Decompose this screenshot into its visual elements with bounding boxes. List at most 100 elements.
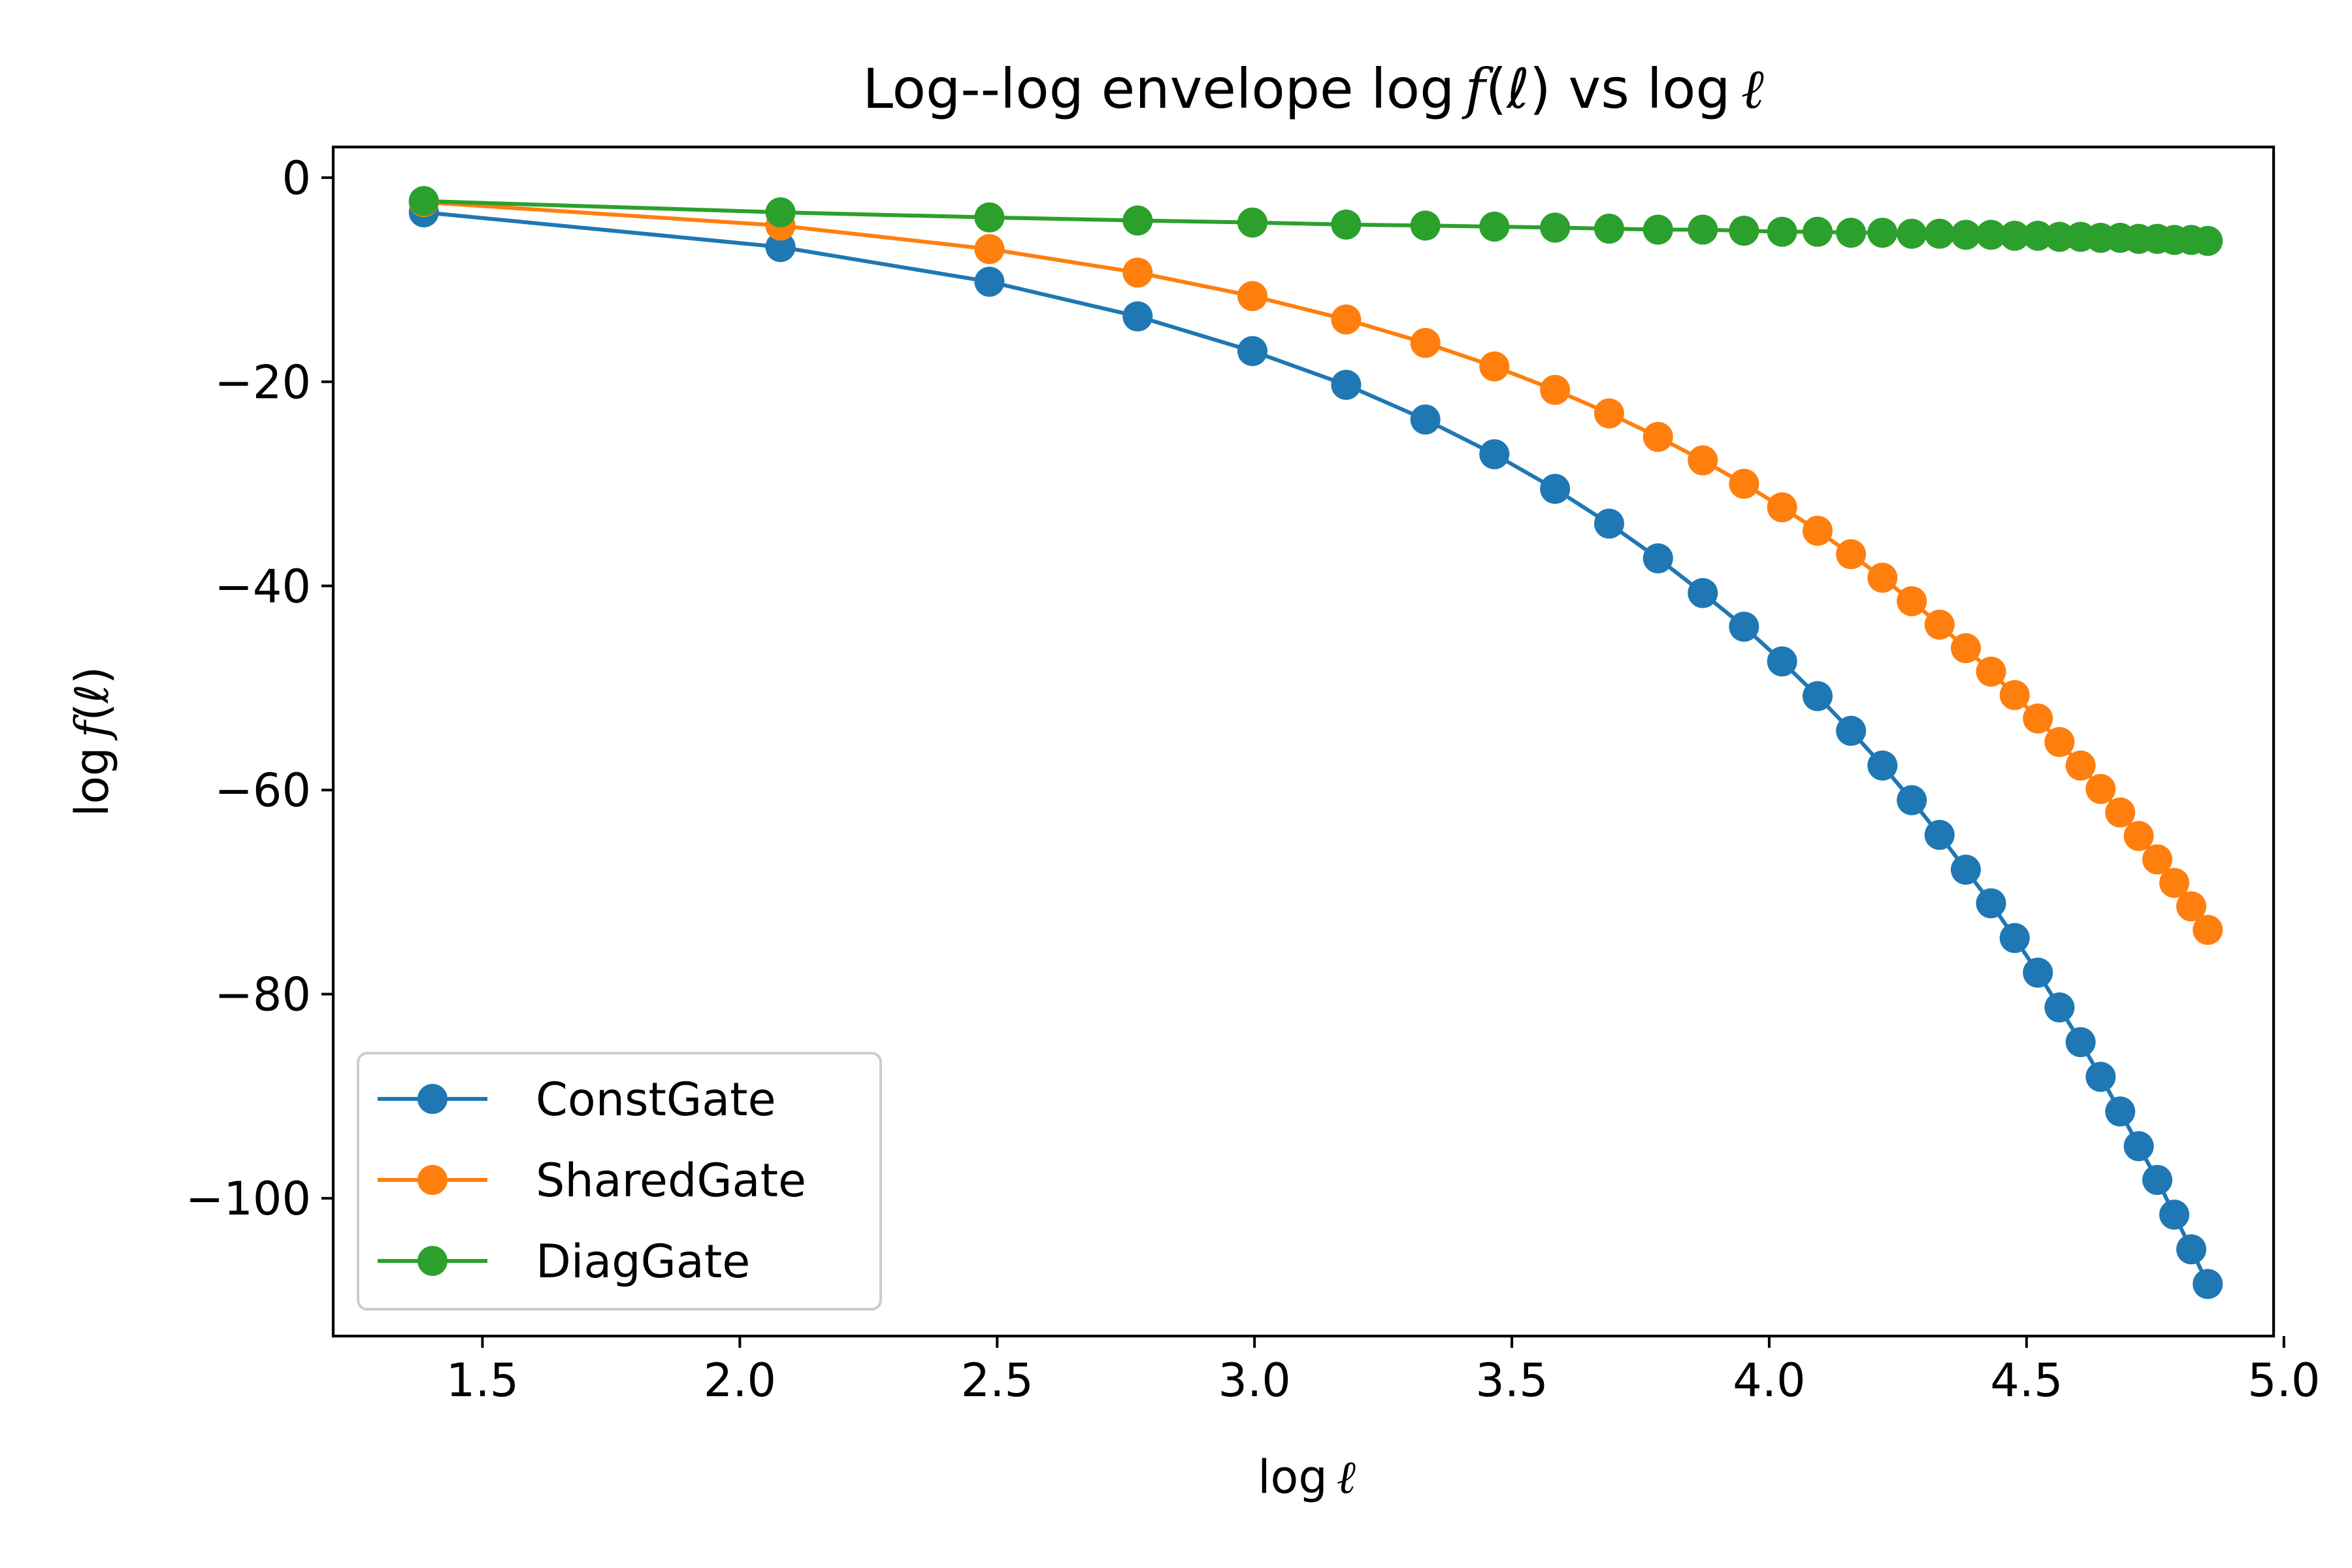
data-point-diaggate	[1540, 212, 1571, 243]
data-point-constgate	[1122, 301, 1153, 332]
data-point-constgate	[1237, 336, 1267, 367]
data-point-diaggate	[1237, 207, 1267, 238]
data-point-constgate	[1331, 370, 1362, 400]
y-tick-label: 0	[282, 152, 311, 205]
data-point-constgate	[1767, 646, 1797, 677]
series-points-constgate	[408, 197, 2223, 1299]
legend-label-sharedgate: SharedGate	[536, 1154, 806, 1207]
data-point-sharedgate	[1836, 539, 1867, 570]
data-point-constgate	[1924, 819, 1955, 850]
data-point-sharedgate	[1479, 351, 1510, 382]
data-point-sharedgate	[1410, 327, 1441, 358]
y-tick-label: −80	[214, 968, 311, 1022]
y-tick-label: −20	[214, 355, 311, 409]
data-point-constgate	[2044, 992, 2075, 1022]
data-point-sharedgate	[1729, 468, 1759, 499]
data-point-diaggate	[2023, 220, 2053, 251]
data-point-constgate	[2176, 1234, 2206, 1265]
data-point-diaggate	[1594, 214, 1624, 244]
data-point-diaggate	[1688, 214, 1718, 245]
x-tick-label: 1.5	[446, 1354, 519, 1407]
data-point-constgate	[1867, 750, 1898, 781]
data-point-sharedgate	[1688, 445, 1718, 476]
data-point-constgate	[1410, 404, 1441, 435]
data-point-diaggate	[1999, 220, 2030, 251]
x-tick-label: 4.0	[1733, 1354, 1805, 1407]
legend-label-diaggate: DiagGate	[536, 1235, 750, 1288]
data-point-diaggate	[1410, 210, 1441, 241]
data-point-constgate	[1594, 508, 1624, 539]
data-point-sharedgate	[2123, 821, 2154, 851]
data-point-constgate	[1897, 785, 1927, 815]
data-point-sharedgate	[1803, 515, 1833, 546]
legend-entry-diaggate: DiagGate	[378, 1235, 750, 1288]
data-point-constgate	[2142, 1165, 2172, 1195]
series-points-diaggate	[408, 186, 2223, 256]
x-tick-label: 3.0	[1218, 1354, 1290, 1407]
data-point-diaggate	[408, 186, 439, 216]
data-point-constgate	[974, 267, 1005, 297]
data-point-diaggate	[765, 197, 796, 227]
data-point-constgate	[1950, 855, 1981, 885]
data-point-sharedgate	[974, 234, 1005, 265]
y-axis-ticks: 0 −20 −40 −60 −80 −100	[186, 152, 333, 1226]
legend-box	[357, 1052, 882, 1311]
x-axis-label: log ℓ	[1258, 1450, 1356, 1504]
data-point-sharedgate	[1767, 492, 1797, 523]
data-point-sharedgate	[2142, 844, 2172, 875]
data-point-diaggate	[2044, 221, 2075, 252]
axes-frame	[331, 145, 2276, 1338]
data-point-diaggate	[1924, 218, 1955, 249]
data-point-diaggate	[1331, 209, 1362, 240]
data-point-sharedgate	[1897, 586, 1927, 617]
data-point-diaggate	[2193, 225, 2223, 256]
data-point-constgate	[1729, 612, 1759, 642]
data-point-constgate	[2159, 1200, 2189, 1230]
plot-area	[331, 145, 2276, 1338]
data-point-sharedgate	[2065, 750, 2096, 781]
data-point-sharedgate	[2023, 703, 2053, 734]
data-point-diaggate	[1767, 216, 1797, 247]
data-point-constgate	[2193, 1269, 2223, 1299]
data-point-diaggate	[1950, 220, 1981, 250]
data-point-diaggate	[1642, 214, 1673, 245]
x-tick-label: 3.5	[1475, 1354, 1548, 1407]
data-point-constgate	[1976, 888, 2006, 919]
data-point-diaggate	[1897, 218, 1927, 249]
legend-marker-sharedgate	[417, 1165, 448, 1195]
data-point-sharedgate	[2044, 727, 2075, 757]
data-point-constgate	[1688, 578, 1718, 608]
data-point-sharedgate	[1976, 657, 2006, 687]
chart-title: Log--log envelope log f(ℓ) vs log ℓ	[862, 57, 1763, 121]
data-point-sharedgate	[1331, 304, 1362, 335]
data-point-sharedgate	[1999, 679, 2030, 710]
x-tick-label: 5.0	[2247, 1354, 2320, 1407]
series-markers	[408, 186, 2223, 1299]
data-point-diaggate	[974, 202, 1005, 233]
legend: ConstGate SharedGate DiagGate	[357, 1052, 882, 1311]
legend-marker-diaggate	[417, 1246, 448, 1276]
x-tick-label: 4.5	[1990, 1354, 2063, 1407]
data-point-constgate	[1479, 439, 1510, 470]
data-point-sharedgate	[1237, 281, 1267, 312]
data-point-constgate	[2023, 957, 2053, 988]
data-point-constgate	[2123, 1131, 2154, 1162]
data-point-diaggate	[1122, 205, 1153, 236]
data-point-constgate	[765, 232, 796, 263]
data-point-constgate	[2065, 1027, 2096, 1058]
data-point-constgate	[1540, 474, 1571, 504]
data-point-diaggate	[1836, 218, 1867, 248]
data-point-sharedgate	[1924, 610, 1955, 640]
x-tick-label: 2.5	[961, 1354, 1034, 1407]
data-point-sharedgate	[1642, 421, 1673, 452]
data-point-diaggate	[1479, 211, 1510, 242]
data-point-constgate	[1803, 681, 1833, 711]
x-tick-label: 2.0	[704, 1354, 776, 1407]
y-tick-label: −60	[214, 764, 311, 817]
data-point-diaggate	[1976, 220, 2006, 250]
x-axis-ticks: 1.5 2.0 2.5 3.0 3.5 4.0 4.5 5.0	[446, 1336, 2320, 1407]
data-point-sharedgate	[2193, 915, 2223, 945]
data-point-sharedgate	[1867, 563, 1898, 593]
data-point-diaggate	[1729, 216, 1759, 246]
